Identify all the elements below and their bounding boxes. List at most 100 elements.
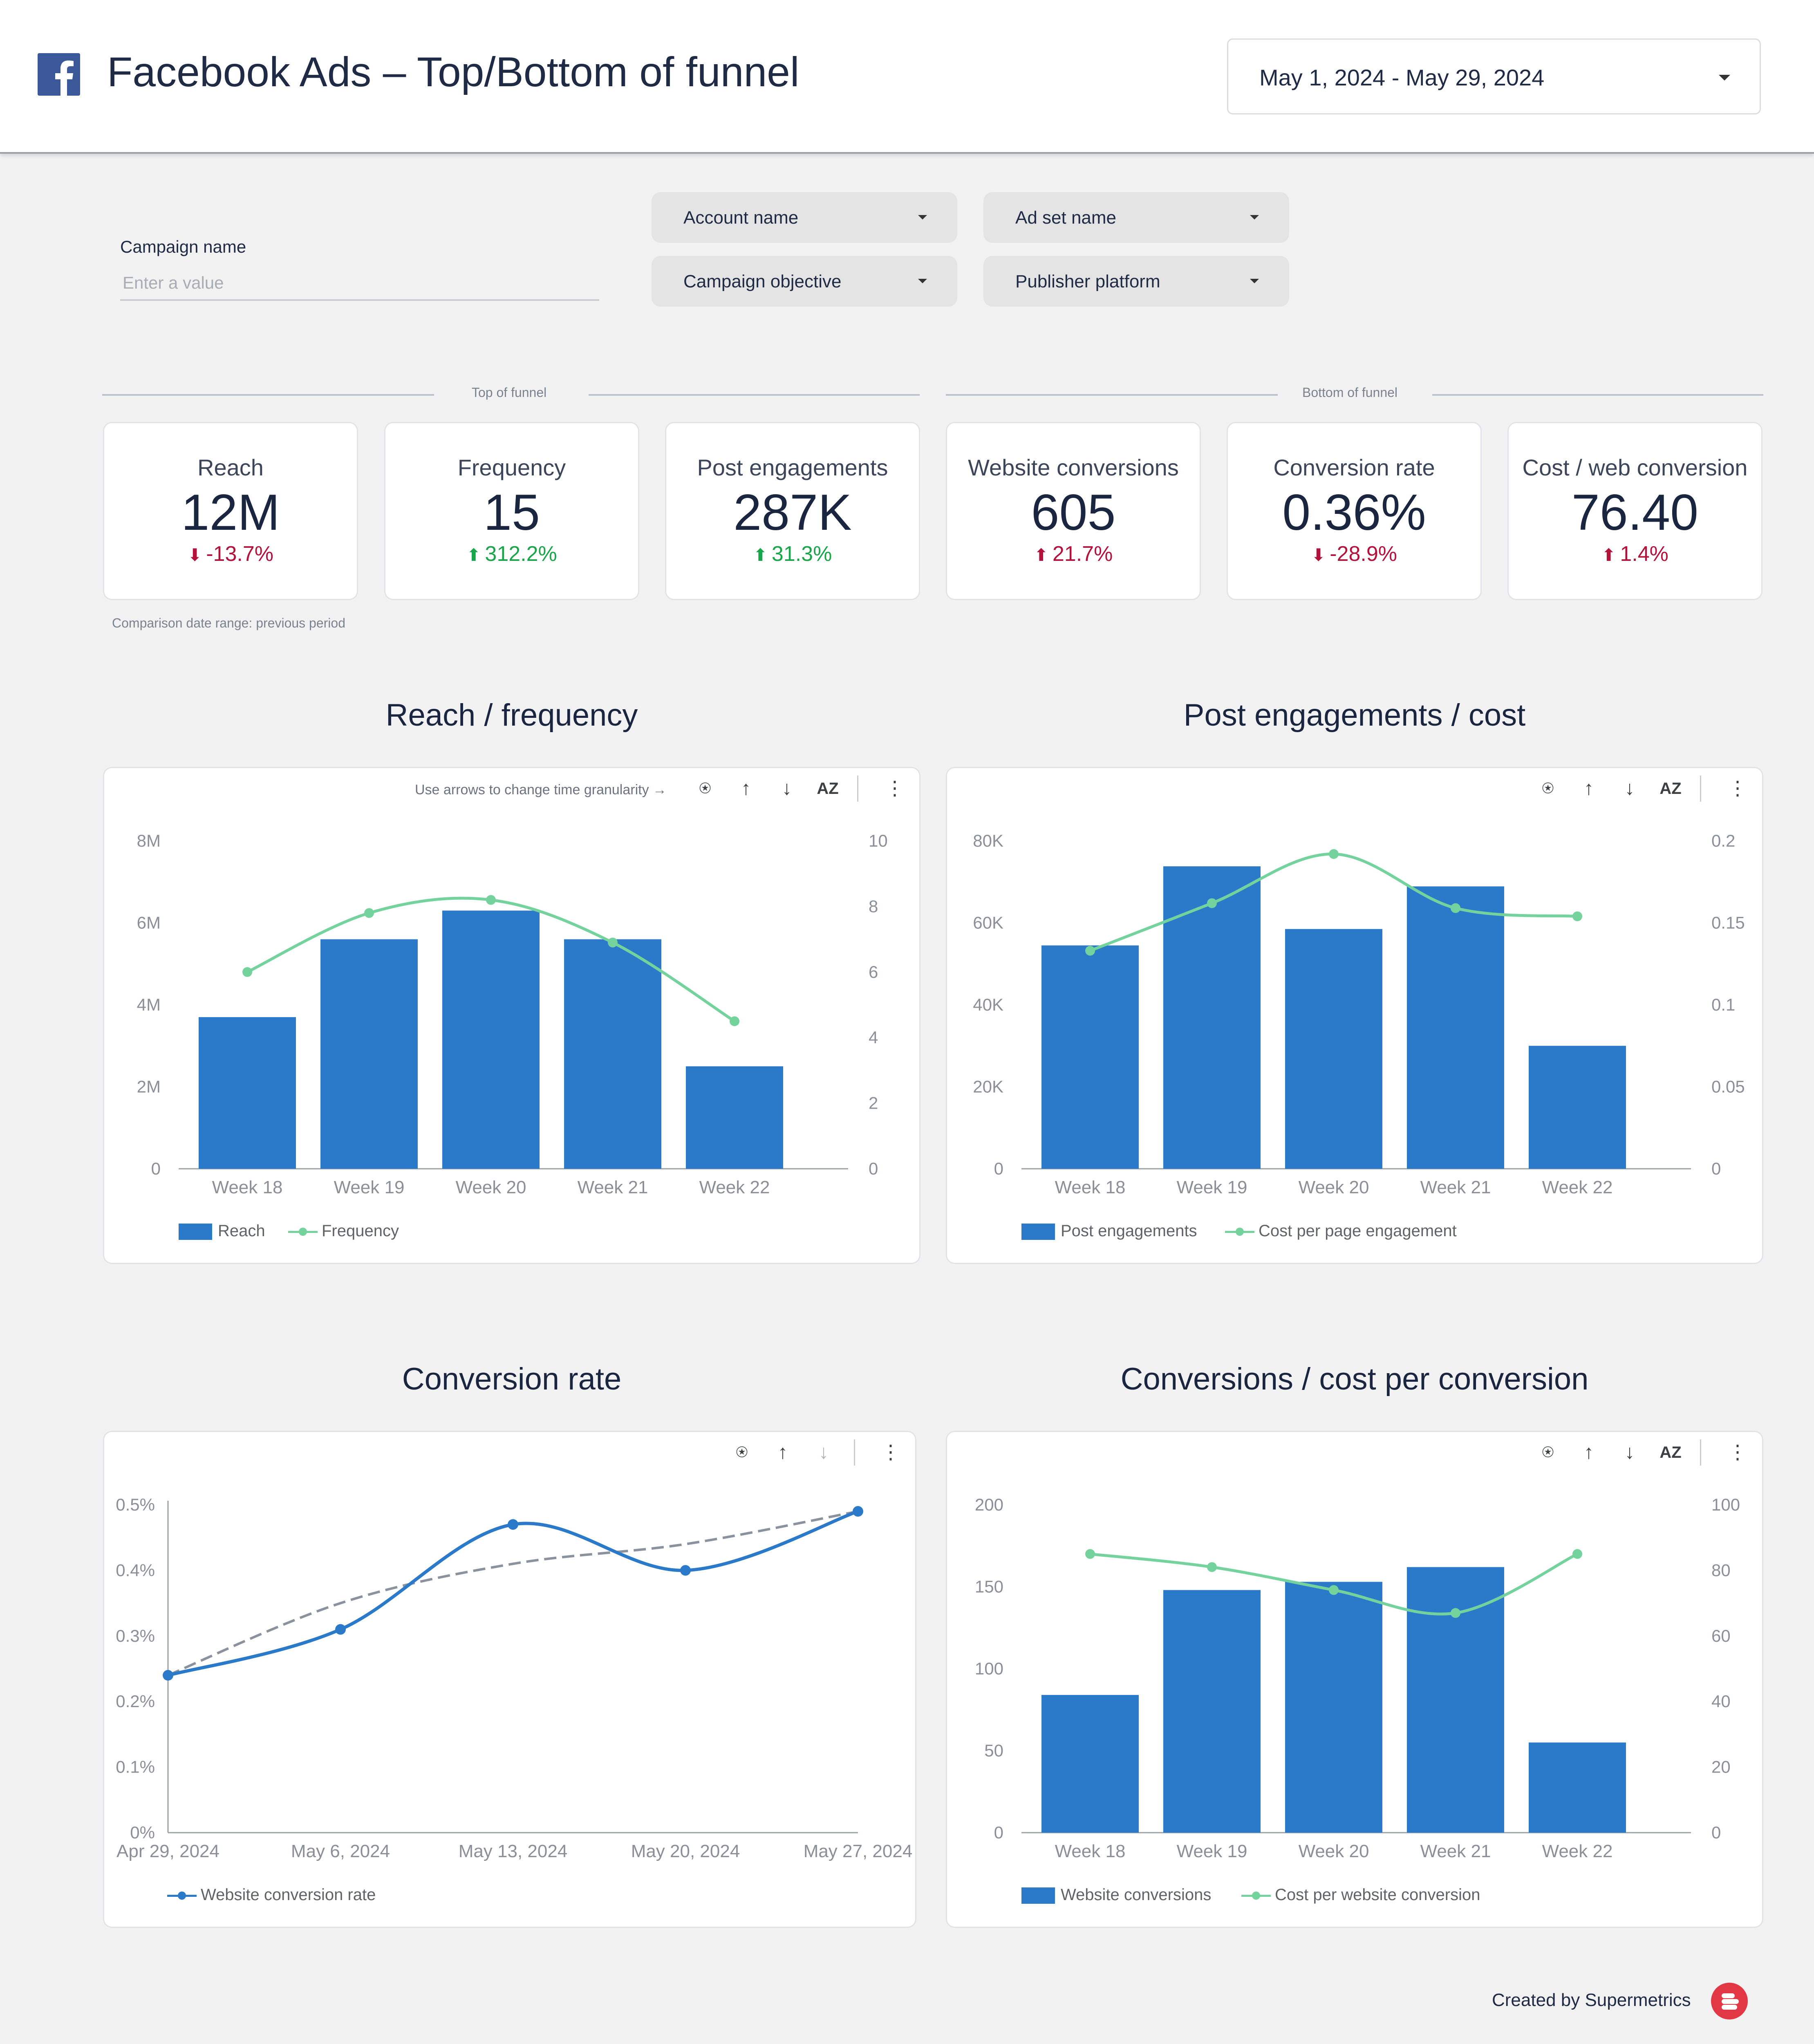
sort-az-icon[interactable]: AZ [1659,780,1682,798]
campaign-name-input[interactable] [120,267,599,301]
y-axis-left-tick: 2M [137,1077,161,1096]
supermetrics-logo-icon[interactable] [1711,1983,1748,2019]
publisher-platform-dropdown[interactable]: Publisher platform [983,256,1289,307]
account-name-dropdown[interactable]: Account name [652,192,957,243]
section-divider [1432,394,1763,396]
arrow-up-icon[interactable]: ↑ [1584,778,1594,799]
y-axis-right-tick: 2 [869,1094,878,1113]
y-axis-tick: 0.2% [116,1692,155,1711]
date-range-picker[interactable]: May 1, 2024 - May 29, 2024 [1227,38,1761,114]
dropdown-label: Account name [683,208,799,228]
x-axis-tick: Week 18 [1055,1841,1126,1861]
sort-az-icon[interactable]: AZ [1659,1443,1682,1461]
drill-down-icon[interactable]: ⍟ [736,1441,748,1463]
sort-az-icon[interactable]: AZ [817,780,839,798]
arrow-up-icon[interactable]: ↑ [778,1441,788,1463]
legend-swatch [288,1224,318,1240]
ad-set-name-dropdown[interactable]: Ad set name [983,192,1289,243]
data-point [1451,1608,1460,1618]
arrow-down-icon: ⬇ [1311,545,1326,565]
chart-card-conversion-rate: ⍟ ↑ ↓ ⋮ 0% 0.1% 0.2% 0.3% 0.4% 0.5% Apr 29, 20… [103,1431,916,1928]
y-axis-right-tick: 40 [1711,1692,1731,1711]
chart-plot-conversion-rate: 0% 0.1% 0.2% 0.3% 0.4% 0.5% Apr 29, 2024 May 6,… [116,1495,912,1861]
x-axis-tick: Week 20 [1299,1841,1369,1861]
toolbar-hint: Use arrows to change time granularity → [415,782,667,798]
more-options-icon[interactable]: ⋮ [885,778,905,799]
y-axis-left-tick: 6M [137,913,161,932]
section-label-bottom-of-funnel: Bottom of funnel [1302,385,1398,400]
more-options-icon[interactable]: ⋮ [1728,1441,1747,1463]
kpi-delta: ⬆ 1.4% [1509,542,1761,566]
data-point [1451,903,1460,913]
section-divider [102,394,434,396]
trend-line [167,1510,858,1676]
drill-down-icon[interactable]: ⍟ [1542,778,1554,799]
legend-label: Website conversion rate [201,1886,376,1904]
y-axis-right-tick: 8 [869,896,878,916]
x-axis-tick: Week 19 [334,1177,405,1197]
data-point [335,1624,346,1635]
kpi-delta: ⬆ 31.3% [666,542,919,566]
arrow-down-icon: ⬇ [188,545,202,565]
bar-reach [686,1066,783,1169]
y-axis-left-tick: 100 [975,1659,1003,1678]
y-axis-left-tick: 0 [994,1159,1003,1178]
data-point [1085,1549,1095,1559]
y-axis-right-tick: 0 [869,1159,878,1178]
y-axis-tick: 0.5% [116,1495,155,1514]
toolbar-separator [1700,775,1701,802]
kpi-card-post-engagements: Post engagements 287K ⬆ 31.3% [665,422,920,600]
chevron-down-icon [918,279,927,283]
arrow-down-icon[interactable]: ↓ [819,1441,829,1463]
data-point [364,908,374,918]
legend-item-post-engagements[interactable]: Post engagements [1021,1222,1197,1240]
bar-website-conversions [1041,1695,1139,1833]
campaign-objective-dropdown[interactable]: Campaign objective [652,256,957,307]
legend-swatch [1021,1224,1055,1240]
kpi-label: Frequency [457,455,566,480]
kpi-label: Post engagements [697,455,888,480]
legend-item-website-conversion-rate[interactable]: Website conversion rate [167,1886,376,1904]
x-axis-tick: May 13, 2024 [459,1841,568,1861]
y-axis-right-tick: 80 [1711,1560,1731,1580]
arrow-down-icon[interactable]: ↓ [1625,778,1635,799]
data-point [730,1016,739,1026]
drill-down-icon[interactable]: ⍟ [1542,1441,1554,1463]
legend-label: Cost per page engagement [1259,1222,1457,1240]
comparison-date-note: Comparison date range: previous period [112,616,345,630]
arrow-up-icon[interactable]: ↑ [1584,1441,1594,1463]
more-options-icon[interactable]: ⋮ [881,1441,900,1463]
chart-plot-post-engagements: 0 20K 40K 60K 80K 0 0.05 0.1 0.15 0.2 Week 18 Week … [973,831,1745,1197]
drill-down-icon[interactable]: ⍟ [699,778,711,799]
arrow-up-icon: ⬆ [1034,545,1048,565]
kpi-card-frequency: Frequency 15 ⬆ 312.2% [384,422,639,600]
legend-item-reach[interactable]: Reach [179,1222,265,1240]
campaign-name-label: Campaign name [120,237,246,256]
date-range-value: May 1, 2024 - May 29, 2024 [1259,65,1545,90]
data-point [1207,898,1217,908]
y-axis-right-tick: 0 [1711,1823,1721,1842]
kpi-delta: ⬆ 312.2% [385,542,638,566]
x-axis-tick: Week 22 [1542,1841,1613,1861]
legend-item-website-conversions[interactable]: Website conversions [1021,1886,1211,1904]
bar-post-engagements [1407,886,1504,1169]
legend-item-cost-per-page-engagement[interactable]: Cost per page engagement [1225,1222,1457,1240]
x-axis-tick: Week 22 [699,1177,770,1197]
x-axis-tick: Week 21 [1420,1841,1491,1861]
legend-swatch [167,1887,197,1904]
data-point [608,937,618,948]
kpi-value: 12M [181,484,280,541]
legend-item-frequency[interactable]: Frequency [288,1222,399,1240]
arrow-down-icon[interactable]: ↓ [782,778,792,799]
legend-label: Website conversions [1061,1886,1212,1904]
arrow-up-icon[interactable]: ↑ [741,778,751,799]
kpi-label: Website conversions [968,455,1179,480]
data-point [680,1565,691,1576]
chevron-down-icon [1719,75,1730,81]
bar-post-engagements [1163,866,1261,1169]
chevron-down-icon [918,215,927,220]
chart-plot-reach-frequency: 0 2M 4M 6M 8M 0 2 4 6 8 10 Week 18 Week 19 Week 20 Wee… [137,831,888,1197]
legend-item-cost-per-website-conversion[interactable]: Cost per website conversion [1241,1886,1480,1904]
more-options-icon[interactable]: ⋮ [1728,778,1747,799]
arrow-down-icon[interactable]: ↓ [1625,1441,1635,1463]
